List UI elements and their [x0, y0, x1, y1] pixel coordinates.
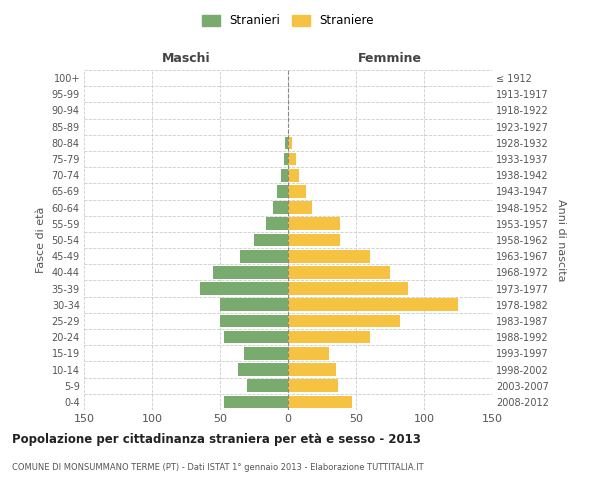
Bar	[288, 202, 313, 214]
Bar	[224, 396, 288, 408]
Bar	[277, 185, 288, 198]
Bar	[273, 202, 288, 214]
Bar	[288, 152, 296, 166]
Bar	[220, 298, 288, 311]
Bar	[224, 331, 288, 344]
Text: Maschi: Maschi	[161, 52, 211, 65]
Bar	[238, 363, 288, 376]
Bar	[288, 363, 335, 376]
Bar	[285, 136, 288, 149]
Bar	[266, 218, 288, 230]
Text: Popolazione per cittadinanza straniera per età e sesso - 2013: Popolazione per cittadinanza straniera p…	[12, 432, 421, 446]
Bar	[288, 380, 338, 392]
Bar	[200, 282, 288, 295]
Bar	[288, 234, 340, 246]
Bar	[288, 266, 390, 278]
Bar	[288, 136, 292, 149]
Bar	[241, 250, 288, 262]
Legend: Stranieri, Straniere: Stranieri, Straniere	[199, 11, 377, 31]
Bar	[288, 298, 458, 311]
Y-axis label: Anni di nascita: Anni di nascita	[556, 198, 566, 281]
Bar	[288, 185, 305, 198]
Bar	[213, 266, 288, 278]
Y-axis label: Fasce di età: Fasce di età	[36, 207, 46, 273]
Bar	[244, 347, 288, 360]
Text: COMUNE DI MONSUMMANO TERME (PT) - Dati ISTAT 1° gennaio 2013 - Elaborazione TUTT: COMUNE DI MONSUMMANO TERME (PT) - Dati I…	[12, 462, 424, 471]
Bar	[254, 234, 288, 246]
Bar	[288, 314, 400, 328]
Bar	[288, 282, 407, 295]
Bar	[284, 152, 288, 166]
Bar	[288, 169, 299, 181]
Bar	[288, 396, 352, 408]
Bar	[288, 218, 340, 230]
Bar	[288, 331, 370, 344]
Bar	[220, 314, 288, 328]
Bar	[288, 250, 370, 262]
Bar	[288, 347, 329, 360]
Bar	[247, 380, 288, 392]
Text: Femmine: Femmine	[358, 52, 422, 65]
Bar	[281, 169, 288, 181]
